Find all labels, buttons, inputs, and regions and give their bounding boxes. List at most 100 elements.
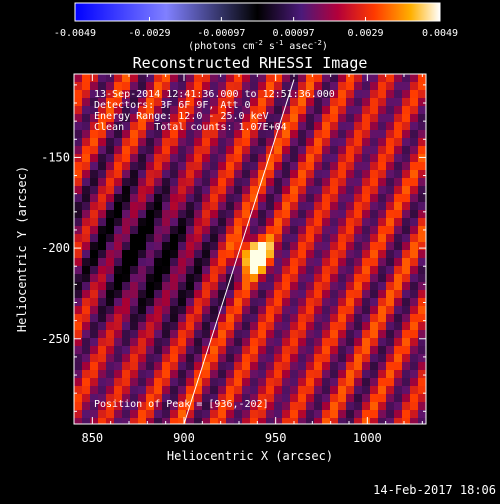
heatmap-cell xyxy=(386,386,394,394)
heatmap-cell xyxy=(138,306,146,314)
heatmap-cell xyxy=(394,362,402,370)
heatmap-cell xyxy=(242,402,250,410)
heatmap-cell xyxy=(218,346,226,354)
heatmap-cell xyxy=(282,362,290,370)
heatmap-cell xyxy=(402,402,410,410)
heatmap-cell xyxy=(322,234,330,242)
heatmap-cell xyxy=(242,122,250,130)
heatmap-cell xyxy=(114,378,122,386)
heatmap-cell xyxy=(266,130,274,138)
heatmap-cell xyxy=(402,162,410,170)
heatmap-cell xyxy=(330,146,338,154)
heatmap-cell xyxy=(170,314,178,322)
heatmap-cell xyxy=(314,218,322,226)
heatmap-cell xyxy=(162,122,170,130)
heatmap-cell xyxy=(266,362,274,370)
heatmap-cell xyxy=(394,170,402,178)
heatmap-cell xyxy=(82,394,90,402)
heatmap-cell xyxy=(306,346,314,354)
heatmap-cell xyxy=(106,354,114,362)
heatmap-cell xyxy=(354,218,362,226)
info-line-1: 13-Sep-2014 12:41:36.000 to 12:51:36.000 xyxy=(94,89,335,100)
heatmap-cell xyxy=(178,274,186,282)
heatmap-cell xyxy=(346,146,354,154)
heatmap-cell xyxy=(306,386,314,394)
heatmap-cell xyxy=(194,378,202,386)
heatmap-cell xyxy=(226,74,234,82)
heatmap-cell xyxy=(418,178,426,186)
heatmap-cell xyxy=(394,354,402,362)
heatmap-cell xyxy=(154,378,162,386)
heatmap-cell xyxy=(226,378,234,386)
heatmap-cell xyxy=(202,178,210,186)
heatmap-cell xyxy=(274,82,282,90)
heatmap-cell xyxy=(290,282,298,290)
heatmap-cell xyxy=(338,154,346,162)
heatmap-cell xyxy=(346,290,354,298)
heatmap-cell xyxy=(386,274,394,282)
heatmap-cell xyxy=(130,234,138,242)
heatmap-cell xyxy=(394,138,402,146)
heatmap-cell xyxy=(234,258,242,266)
heatmap-cell xyxy=(202,106,210,114)
heatmap-cell xyxy=(138,242,146,250)
heatmap-cell xyxy=(90,74,98,82)
heatmap-cell xyxy=(242,330,250,338)
heatmap-cell xyxy=(378,282,386,290)
heatmap-cell xyxy=(378,122,386,130)
heatmap-cell xyxy=(346,202,354,210)
heatmap-cell xyxy=(322,202,330,210)
heatmap-cell xyxy=(322,138,330,146)
heatmap-cell xyxy=(386,154,394,162)
heatmap-cell xyxy=(314,306,322,314)
heatmap-cell xyxy=(274,74,282,82)
heatmap-cell xyxy=(362,394,370,402)
heatmap-cell xyxy=(386,306,394,314)
heatmap-cell xyxy=(258,338,266,346)
heatmap-cell xyxy=(290,218,298,226)
heatmap-cell xyxy=(330,394,338,402)
heatmap-cell xyxy=(290,146,298,154)
heatmap-cell xyxy=(338,362,346,370)
heatmap-cell xyxy=(138,138,146,146)
heatmap-cell xyxy=(82,298,90,306)
heatmap-cell xyxy=(362,82,370,90)
heatmap-cell xyxy=(282,378,290,386)
heatmap-cell xyxy=(410,266,418,274)
heatmap-cell xyxy=(346,210,354,218)
heatmap-cell xyxy=(258,202,266,210)
heatmap-cell xyxy=(250,378,258,386)
heatmap-cell xyxy=(306,194,314,202)
heatmap-cell xyxy=(258,394,266,402)
heatmap-cell xyxy=(306,330,314,338)
heatmap-cell xyxy=(346,354,354,362)
heatmap-cell xyxy=(386,138,394,146)
heatmap-cell xyxy=(226,394,234,402)
heatmap-cell xyxy=(170,74,178,82)
heatmap-cell xyxy=(154,354,162,362)
heatmap-cell xyxy=(186,314,194,322)
heatmap-cell xyxy=(402,290,410,298)
heatmap-cell xyxy=(146,410,154,418)
heatmap-cell xyxy=(354,170,362,178)
heatmap-cell xyxy=(186,130,194,138)
heatmap-cell xyxy=(154,106,162,114)
heatmap-cell xyxy=(298,122,306,130)
heatmap-cell xyxy=(338,290,346,298)
heatmap-cell xyxy=(210,258,218,266)
heatmap-cell xyxy=(162,226,170,234)
heatmap-cell xyxy=(250,178,258,186)
heatmap-cell xyxy=(106,186,114,194)
heatmap-cell xyxy=(386,114,394,122)
heatmap-cell xyxy=(250,386,258,394)
heatmap-cell xyxy=(178,146,186,154)
heatmap-cell xyxy=(202,250,210,258)
heatmap-cell xyxy=(402,242,410,250)
heatmap-cell xyxy=(98,370,106,378)
heatmap-cell xyxy=(322,298,330,306)
heatmap-cell xyxy=(410,226,418,234)
heatmap-cell xyxy=(418,194,426,202)
heatmap-cell xyxy=(210,162,218,170)
heatmap-cell xyxy=(210,418,218,424)
heatmap-cell xyxy=(186,330,194,338)
